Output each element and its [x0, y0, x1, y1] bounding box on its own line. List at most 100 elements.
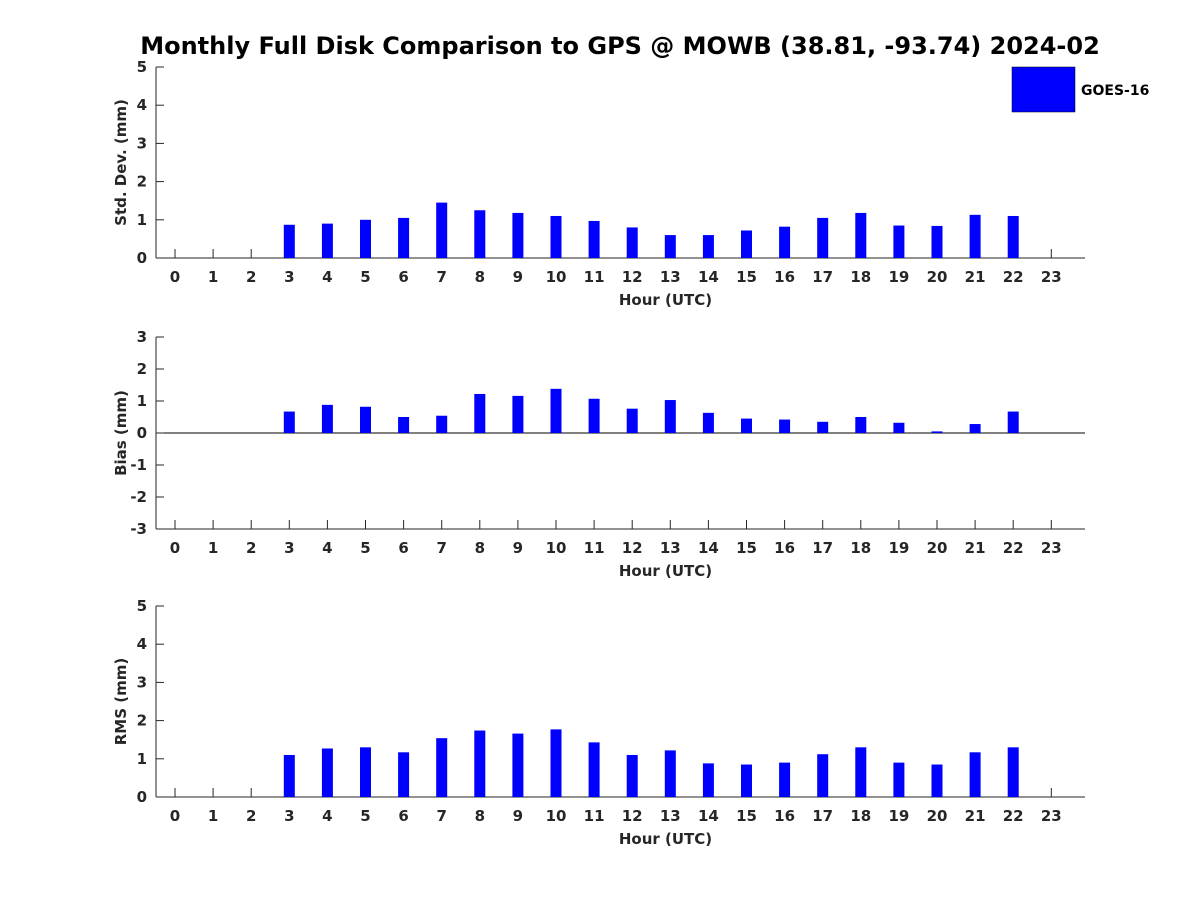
x-tick-label: 15: [736, 807, 757, 825]
chart-title: Monthly Full Disk Comparison to GPS @ MO…: [140, 32, 1100, 60]
x-tick-label: 1: [208, 539, 218, 557]
y-tick-label: 4: [137, 635, 147, 653]
x-tick-label: 20: [927, 807, 948, 825]
x-tick-label: 21: [965, 807, 986, 825]
x-tick-label: 16: [774, 539, 795, 557]
x-tick-label: 7: [436, 807, 446, 825]
x-tick-label: 20: [927, 268, 948, 286]
bar-std-dev-hour-9: [512, 212, 524, 258]
y-tick-label: 0: [137, 424, 147, 442]
x-tick-label: 14: [698, 268, 719, 286]
x-tick-label: 23: [1041, 807, 1062, 825]
bar-std-dev-hour-8: [474, 210, 486, 258]
y-tick-label: 2: [137, 712, 147, 730]
x-tick-label: 6: [398, 807, 408, 825]
bar-rms-hour-16: [779, 762, 791, 797]
x-tick-label: 2: [246, 539, 256, 557]
x-tick-label: 21: [965, 539, 986, 557]
bar-rms-hour-12: [626, 754, 638, 797]
bar-std-dev-hour-14: [702, 235, 714, 258]
bar-rms-hour-18: [855, 747, 867, 797]
y-axis-label: Bias (mm): [112, 390, 130, 476]
bar-bias-hour-22: [1007, 411, 1019, 433]
x-tick-label: 1: [208, 807, 218, 825]
bar-std-dev-hour-17: [817, 217, 829, 258]
legend-label-goes-16: GOES-16: [1081, 83, 1149, 99]
y-tick-label: 2: [137, 360, 147, 378]
x-tick-label: 13: [660, 807, 681, 825]
bar-bias-hour-18: [855, 417, 867, 433]
x-tick-label: 4: [322, 539, 332, 557]
legend-swatch-goes-16: [1011, 66, 1076, 113]
bar-bias-hour-3: [283, 411, 295, 433]
bar-std-dev-hour-12: [626, 227, 638, 258]
x-tick-label: 11: [584, 268, 605, 286]
x-tick-label: 9: [513, 539, 523, 557]
x-tick-label: 6: [398, 268, 408, 286]
bar-std-dev-hour-11: [588, 220, 600, 258]
bar-bias-hour-4: [321, 404, 333, 433]
x-tick-label: 18: [850, 268, 871, 286]
bar-std-dev-hour-7: [436, 202, 448, 258]
x-tick-label: 10: [546, 807, 567, 825]
y-tick-label: -2: [130, 488, 147, 506]
x-tick-label: 17: [812, 539, 833, 557]
bar-rms-hour-6: [398, 752, 410, 797]
bar-rms-hour-7: [436, 738, 448, 797]
bar-std-dev-hour-18: [855, 212, 867, 258]
x-tick-label: 5: [360, 807, 370, 825]
y-tick-label: 0: [137, 788, 147, 806]
x-tick-label: 10: [546, 268, 567, 286]
y-tick-label: 4: [137, 96, 147, 114]
y-tick-label: 5: [137, 597, 147, 615]
bar-std-dev-hour-20: [931, 225, 943, 258]
y-axis-label: RMS (mm): [112, 658, 130, 745]
x-axis-label: Hour (UTC): [619, 830, 712, 848]
x-tick-label: 23: [1041, 268, 1062, 286]
bar-rms-hour-5: [360, 747, 371, 797]
y-tick-label: 0: [137, 249, 147, 267]
y-tick-label: 3: [137, 673, 147, 691]
x-tick-label: 19: [888, 539, 909, 557]
x-tick-label: 21: [965, 268, 986, 286]
bar-std-dev-hour-5: [360, 219, 371, 258]
x-tick-label: 9: [513, 268, 523, 286]
bar-rms-hour-17: [817, 754, 829, 797]
x-tick-label: 11: [584, 807, 605, 825]
bar-bias-hour-5: [360, 406, 371, 433]
x-tick-label: 2: [246, 268, 256, 286]
x-tick-label: 8: [475, 268, 485, 286]
bar-rms-hour-3: [283, 754, 295, 797]
x-tick-label: 5: [360, 539, 370, 557]
x-tick-label: 3: [284, 539, 294, 557]
x-tick-label: 16: [774, 807, 795, 825]
x-tick-label: 17: [812, 807, 833, 825]
bar-rms-hour-14: [702, 763, 714, 797]
bar-rms-hour-21: [969, 752, 981, 797]
x-tick-label: 19: [888, 807, 909, 825]
y-tick-label: 1: [137, 750, 147, 768]
x-tick-label: 20: [927, 539, 948, 557]
bar-rms-hour-20: [931, 764, 943, 797]
bar-std-dev-hour-21: [969, 214, 981, 258]
x-tick-label: 19: [888, 268, 909, 286]
bar-bias-hour-21: [969, 424, 981, 433]
x-tick-label: 1: [208, 268, 218, 286]
bar-std-dev-hour-19: [893, 225, 905, 258]
y-axis-label: Std. Dev. (mm): [112, 99, 130, 226]
x-tick-label: 12: [622, 807, 643, 825]
bar-rms-hour-13: [664, 750, 676, 797]
x-tick-label: 6: [398, 539, 408, 557]
x-tick-label: 4: [322, 268, 332, 286]
bar-bias-hour-7: [436, 415, 448, 433]
x-tick-label: 15: [736, 268, 757, 286]
y-tick-label: 2: [137, 173, 147, 191]
x-tick-label: 8: [475, 807, 485, 825]
x-tick-label: 0: [170, 268, 180, 286]
x-tick-label: 4: [322, 807, 332, 825]
y-tick-label: 5: [137, 58, 147, 76]
x-tick-label: 8: [475, 539, 485, 557]
bar-std-dev-hour-3: [283, 224, 295, 258]
y-tick-label: 3: [137, 134, 147, 152]
